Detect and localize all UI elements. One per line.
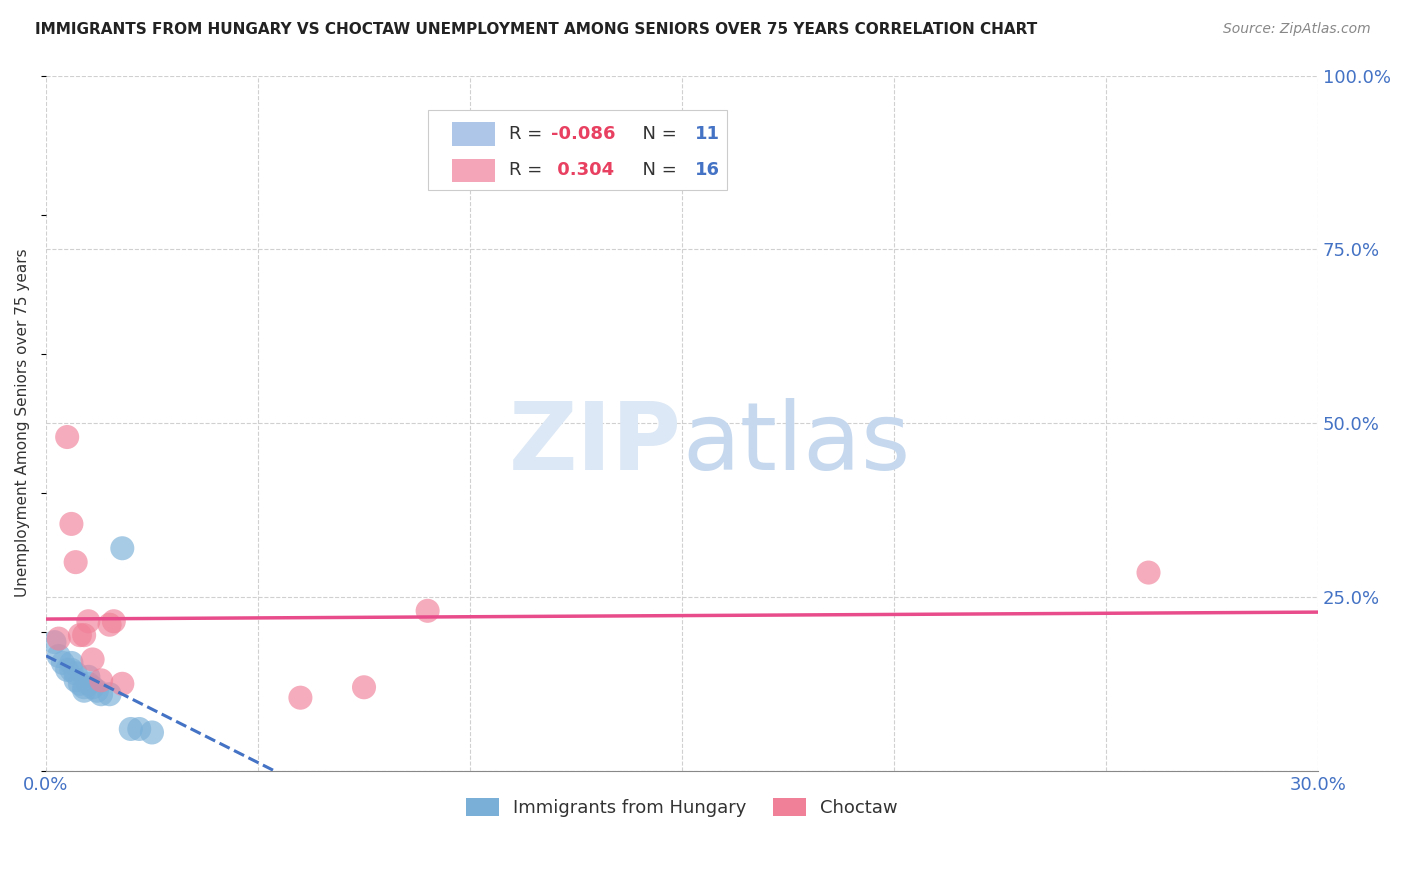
Point xyxy=(52,656,75,670)
Text: R =: R = xyxy=(509,125,548,143)
Text: IMMIGRANTS FROM HUNGARY VS CHOCTAW UNEMPLOYMENT AMONG SENIORS OVER 75 YEARS CORR: IMMIGRANTS FROM HUNGARY VS CHOCTAW UNEMP… xyxy=(35,22,1038,37)
Point xyxy=(86,683,108,698)
Point xyxy=(77,670,100,684)
Text: atlas: atlas xyxy=(682,398,910,490)
Point xyxy=(77,614,100,628)
Point xyxy=(103,614,125,628)
Point xyxy=(73,683,96,698)
Point xyxy=(90,673,112,688)
Point xyxy=(60,516,83,531)
Point xyxy=(353,680,375,694)
Point xyxy=(120,722,142,736)
Point xyxy=(1137,566,1160,580)
Point xyxy=(60,656,83,670)
Point xyxy=(82,680,104,694)
Point xyxy=(48,632,70,646)
Point xyxy=(141,725,163,739)
Text: Source: ZipAtlas.com: Source: ZipAtlas.com xyxy=(1223,22,1371,37)
Text: 16: 16 xyxy=(695,161,720,179)
Point xyxy=(65,555,87,569)
FancyBboxPatch shape xyxy=(427,111,727,190)
Point xyxy=(65,673,87,688)
FancyBboxPatch shape xyxy=(451,159,495,182)
Point xyxy=(65,666,87,681)
Point xyxy=(48,648,70,663)
Point xyxy=(416,604,439,618)
Point xyxy=(73,680,96,694)
Point xyxy=(69,628,91,642)
Point xyxy=(98,617,121,632)
FancyBboxPatch shape xyxy=(451,122,495,145)
Text: 0.304: 0.304 xyxy=(551,161,614,179)
Point xyxy=(111,677,134,691)
Text: 11: 11 xyxy=(695,125,720,143)
Point xyxy=(82,652,104,666)
Point xyxy=(90,687,112,701)
Point xyxy=(290,690,312,705)
Text: N =: N = xyxy=(631,125,683,143)
Point xyxy=(56,430,79,444)
Point xyxy=(111,541,134,556)
Point xyxy=(56,663,79,677)
Point xyxy=(60,663,83,677)
Y-axis label: Unemployment Among Seniors over 75 years: Unemployment Among Seniors over 75 years xyxy=(15,249,30,598)
Point xyxy=(128,722,150,736)
Point xyxy=(98,687,121,701)
Legend: Immigrants from Hungary, Choctaw: Immigrants from Hungary, Choctaw xyxy=(458,790,905,824)
Point xyxy=(73,628,96,642)
Text: ZIP: ZIP xyxy=(509,398,682,490)
Point xyxy=(44,635,66,649)
Text: R =: R = xyxy=(509,161,548,179)
Point xyxy=(77,677,100,691)
Text: -0.086: -0.086 xyxy=(551,125,616,143)
Point xyxy=(69,677,91,691)
Text: N =: N = xyxy=(631,161,683,179)
